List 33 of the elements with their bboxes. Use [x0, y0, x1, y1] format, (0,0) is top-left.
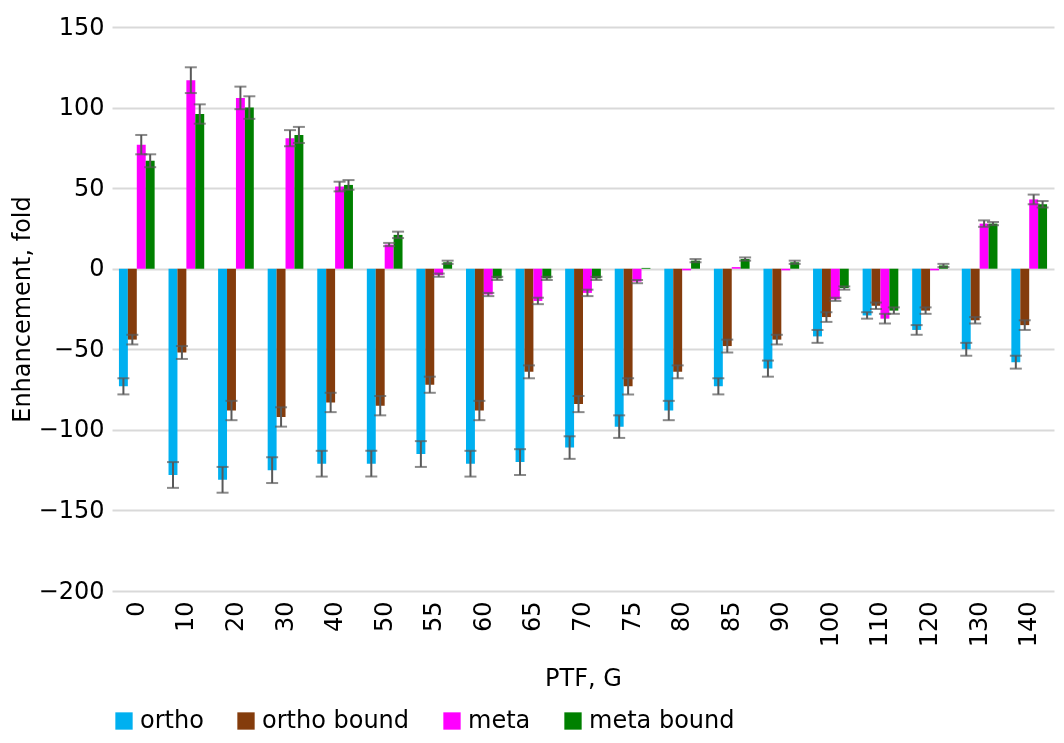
y-tick-label: 0	[89, 254, 105, 283]
y-axis-title: Enhancement, fold	[7, 196, 36, 423]
x-tick-label: 110	[865, 601, 894, 648]
x-tick-label: 40	[320, 601, 349, 633]
y-tick-label: 50	[73, 173, 105, 202]
legend-label: meta bound	[589, 706, 735, 734]
x-tick-label: 50	[369, 601, 398, 633]
y-tick-label: −200	[38, 576, 105, 605]
x-tick-label: 70	[568, 601, 596, 633]
x-tick-label: 0	[121, 601, 150, 617]
x-tick-label: 85	[716, 601, 745, 633]
y-tick-label: −50	[53, 334, 105, 363]
y-tick-label: 150	[58, 12, 105, 41]
legend-label: ortho	[140, 706, 204, 734]
legend-label: meta	[468, 706, 531, 734]
x-tick-label: 55	[419, 601, 448, 633]
x-tick-label: 140	[1014, 601, 1043, 648]
y-tick-label: −100	[38, 415, 105, 444]
x-tick-label: 120	[915, 601, 944, 648]
x-tick-label: 75	[617, 601, 646, 633]
x-tick-label: 130	[964, 601, 993, 648]
x-tick-label: 65	[518, 601, 547, 633]
y-tick-label: 100	[58, 93, 105, 122]
y-tick-label: −150	[38, 495, 105, 524]
x-axis-title: PTF, G	[545, 664, 622, 693]
x-tick-label: 80	[667, 601, 696, 633]
x-tick-label: 90	[766, 601, 795, 633]
x-tick-label: 60	[468, 601, 497, 633]
x-tick-label: 100	[815, 601, 844, 648]
x-tick-label: 30	[270, 601, 299, 633]
legend-label: ortho bound	[262, 706, 410, 734]
x-tick-label: 10	[171, 601, 200, 633]
x-tick-label: 20	[220, 601, 249, 633]
